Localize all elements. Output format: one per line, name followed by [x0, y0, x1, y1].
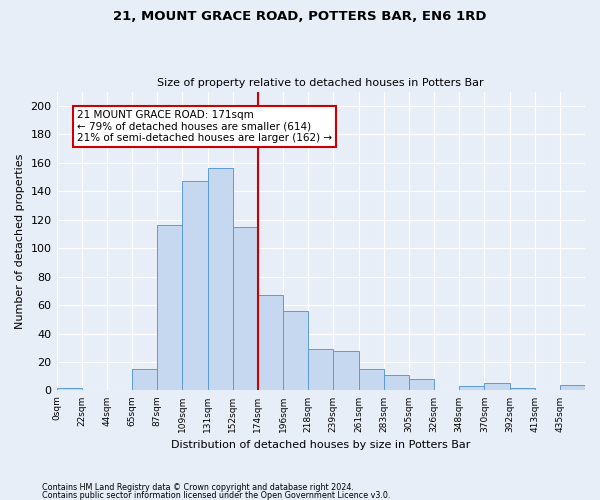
Bar: [132, 369, 157, 390]
Bar: [334, 350, 359, 391]
Bar: [459, 386, 484, 390]
Bar: [56, 388, 82, 390]
Bar: [383, 375, 409, 390]
Text: 21 MOUNT GRACE ROAD: 171sqm
← 79% of detached houses are smaller (614)
21% of se: 21 MOUNT GRACE ROAD: 171sqm ← 79% of det…: [77, 110, 332, 144]
Bar: [258, 295, 283, 390]
Bar: [283, 310, 308, 390]
Bar: [182, 181, 208, 390]
Text: Contains HM Land Registry data © Crown copyright and database right 2024.: Contains HM Land Registry data © Crown c…: [42, 484, 354, 492]
Text: Contains public sector information licensed under the Open Government Licence v3: Contains public sector information licen…: [42, 490, 391, 500]
Bar: [308, 349, 334, 391]
Bar: [233, 227, 258, 390]
Bar: [560, 384, 585, 390]
Bar: [157, 226, 182, 390]
X-axis label: Distribution of detached houses by size in Potters Bar: Distribution of detached houses by size …: [171, 440, 470, 450]
Bar: [484, 384, 509, 390]
Bar: [509, 388, 535, 390]
Title: Size of property relative to detached houses in Potters Bar: Size of property relative to detached ho…: [157, 78, 484, 88]
Bar: [208, 168, 233, 390]
Bar: [409, 379, 434, 390]
Text: 21, MOUNT GRACE ROAD, POTTERS BAR, EN6 1RD: 21, MOUNT GRACE ROAD, POTTERS BAR, EN6 1…: [113, 10, 487, 23]
Bar: [359, 369, 383, 390]
Y-axis label: Number of detached properties: Number of detached properties: [15, 154, 25, 328]
